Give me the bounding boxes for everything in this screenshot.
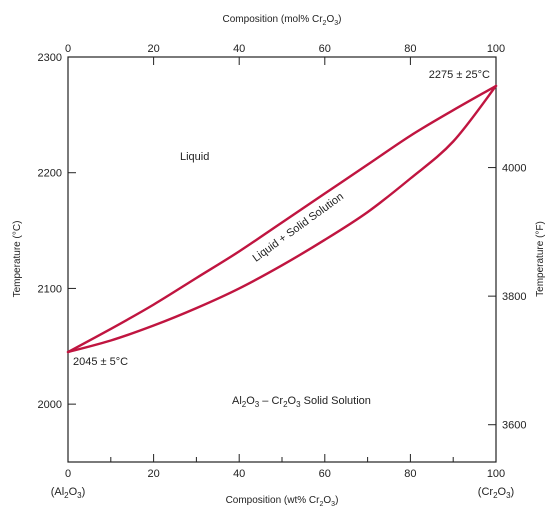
left-tick-label: 2100 [38, 283, 62, 295]
melt-point-cr2o3-label: 2275 ± 25°C [429, 69, 490, 81]
right-axis-ticks: 3600 3800 4000 [488, 163, 526, 432]
left-axis-ticks: 2000 2100 2200 2300 [38, 52, 76, 411]
right-tick-label: 4000 [502, 163, 526, 175]
right-axis-label: Temperature (°F) [535, 221, 546, 297]
right-endpoint-label: (Cr2O3) [478, 486, 514, 500]
left-axis-label: Temperature (°C) [12, 221, 23, 298]
top-tick-label: 0 [65, 43, 71, 55]
bottom-tick-label: 60 [319, 468, 331, 480]
right-tick-label: 3800 [502, 291, 526, 303]
bottom-tick-label: 0 [65, 468, 71, 480]
bottom-tick-label: 20 [147, 468, 159, 480]
region-label-liquid: Liquid [180, 151, 209, 163]
left-tick-label: 2300 [38, 52, 62, 64]
region-label-two-phase: Liquid + Solid Solution [251, 191, 346, 265]
liquidus-curve [66, 84, 498, 354]
bottom-tick-label: 100 [487, 468, 505, 480]
top-tick-label: 60 [319, 43, 331, 55]
bottom-tick-label: 40 [233, 468, 245, 480]
top-tick-label: 20 [147, 43, 159, 55]
top-axis-ticks: 0 20 40 60 80 100 [65, 43, 505, 65]
melt-point-al2o3-label: 2045 ± 5°C [73, 356, 128, 368]
bottom-axis-label: Composition (wt% Cr2O3) [226, 495, 339, 508]
left-tick-label: 2200 [38, 168, 62, 180]
region-label-solid-solution: Al2O3 – Cr2O3 Solid Solution [232, 395, 371, 409]
right-tick-label: 3600 [502, 420, 526, 432]
solidus-curve [66, 84, 498, 354]
top-tick-label: 100 [487, 43, 505, 55]
bottom-axis-ticks: 0 20 40 60 80 100 [65, 454, 505, 480]
top-axis-label: Composition (mol% Cr2O3) [223, 14, 342, 27]
bottom-tick-label: 80 [404, 468, 416, 480]
left-endpoint-label: (Al2O3) [51, 486, 86, 500]
top-tick-label: 40 [233, 43, 245, 55]
left-tick-label: 2000 [38, 399, 62, 411]
top-tick-label: 80 [404, 43, 416, 55]
